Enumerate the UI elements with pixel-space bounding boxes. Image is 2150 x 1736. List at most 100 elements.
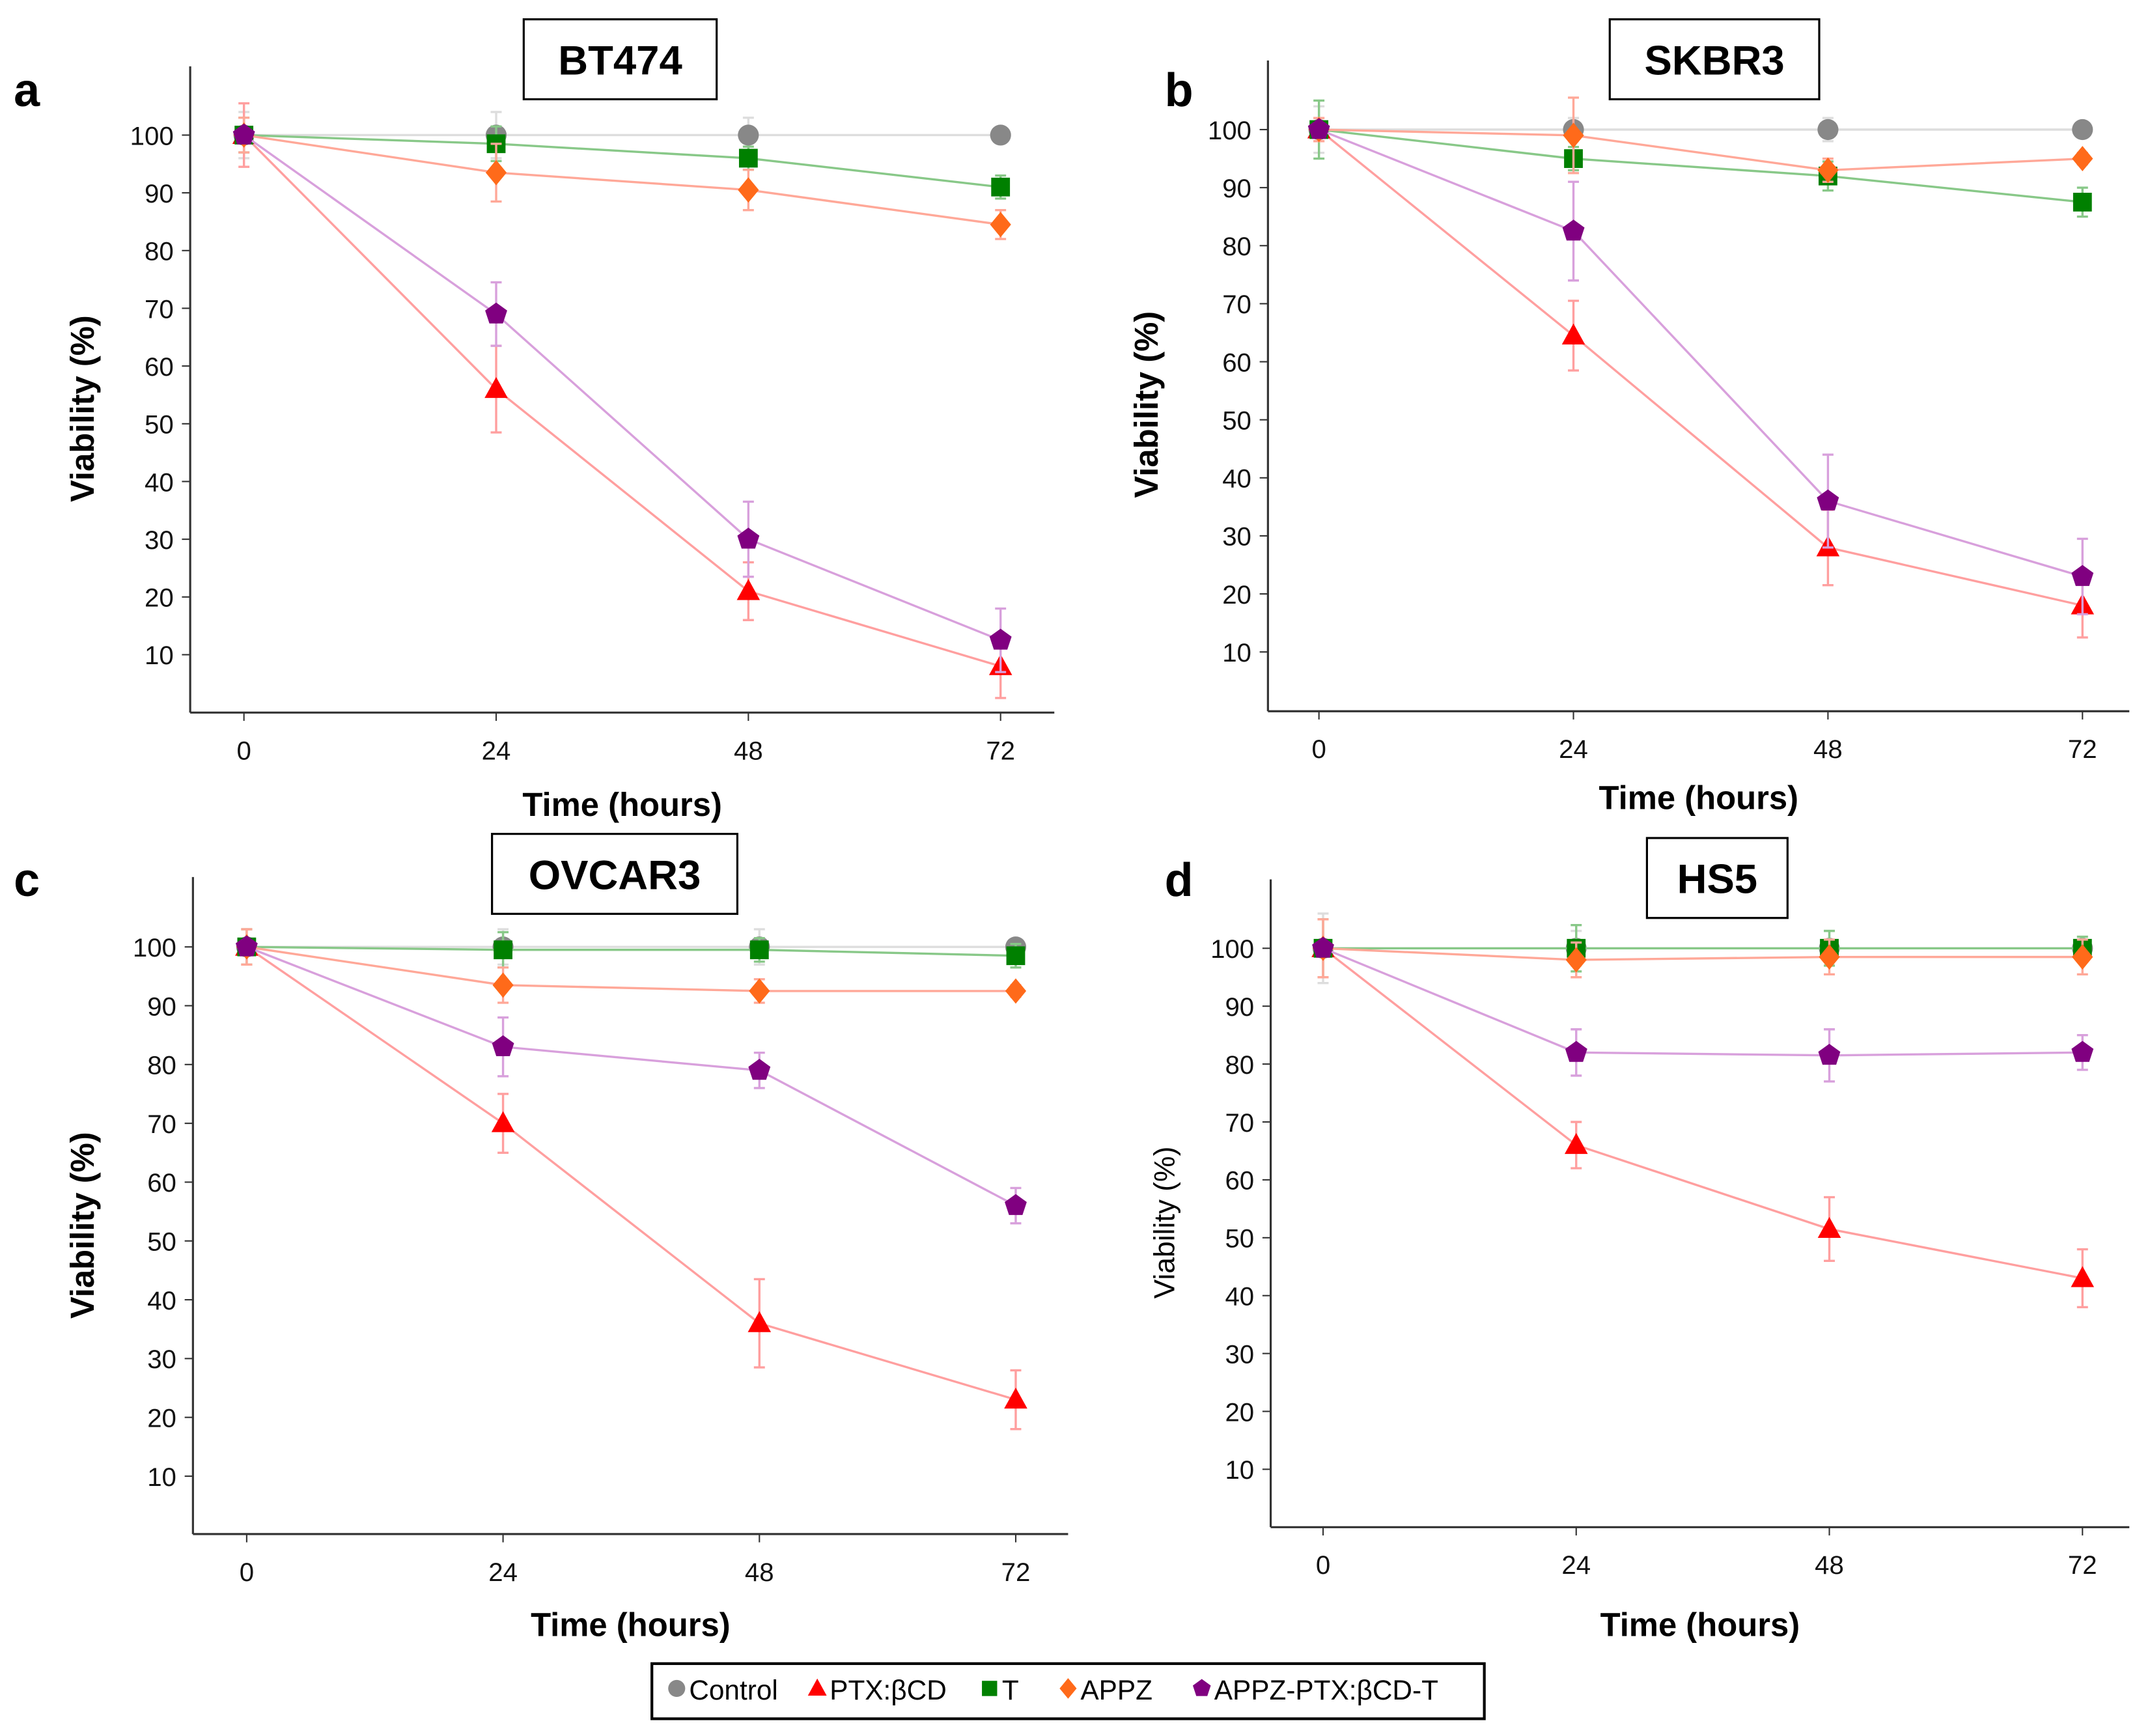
data-point [738, 124, 759, 146]
y-tick-label: 70 [147, 1110, 176, 1139]
series-line [246, 945, 1016, 992]
y-axis-label: Viability (%) [1149, 1147, 1180, 1299]
x-tick-label: 0 [236, 736, 251, 765]
series-pentagon [1312, 936, 2094, 1083]
x-tick-label: 48 [1815, 1550, 1844, 1580]
data-point [2072, 146, 2093, 172]
legend-label: Control [689, 1675, 777, 1705]
y-tick-label: 70 [1222, 290, 1251, 319]
series-line [246, 945, 1016, 957]
series-line [1319, 128, 2083, 578]
y-tick-label: 70 [145, 294, 174, 324]
data-point [235, 935, 258, 957]
title-box [1608, 18, 1821, 101]
data-point [737, 527, 760, 549]
data-point [1312, 936, 1334, 958]
series-triangle [1311, 918, 2095, 1309]
data-point [1561, 323, 1585, 344]
data-point [990, 212, 1011, 238]
legend-marker-pentagon [1192, 1679, 1211, 1696]
data-point [749, 940, 769, 960]
data-point [1005, 978, 1027, 1004]
x-tick-label: 0 [1316, 1550, 1330, 1580]
x-tick-label: 0 [1311, 735, 1326, 764]
y-tick-label: 50 [1225, 1224, 1254, 1253]
series-line [1319, 128, 2083, 172]
series-triangle [232, 102, 1012, 699]
y-tick-label: 80 [145, 237, 174, 266]
chart-title: HS5 [1677, 857, 1758, 903]
y-tick-label: 10 [147, 1463, 176, 1492]
y-tick-label: 60 [1225, 1166, 1254, 1196]
y-tick-label: 40 [1225, 1282, 1254, 1311]
data-point [1819, 944, 1840, 970]
y-tick-label: 30 [147, 1345, 176, 1374]
x-tick-label: 24 [1559, 735, 1588, 764]
legend-label: T [1002, 1675, 1019, 1705]
y-tick-label: 10 [1222, 638, 1251, 667]
y-tick-label: 80 [1222, 232, 1251, 261]
panel-label: a [14, 64, 40, 117]
y-tick-label: 20 [147, 1403, 176, 1433]
data-point [1817, 1216, 1841, 1239]
panel-label: b [1165, 64, 1194, 117]
y-tick-label: 50 [147, 1227, 176, 1257]
data-point [738, 177, 759, 203]
x-tick-label: 48 [1813, 735, 1843, 764]
x-tick-label: 72 [2068, 1550, 2097, 1580]
x-tick-label: 24 [488, 1558, 518, 1587]
legend-item: Control [668, 1675, 778, 1705]
data-point [484, 376, 508, 399]
y-axis-label: Viability (%) [64, 315, 101, 502]
y-tick-label: 20 [1225, 1397, 1254, 1427]
y-tick-label: 50 [145, 410, 174, 440]
chart-title: SKBR3 [1645, 38, 1785, 83]
series-line [245, 945, 1016, 1401]
data-point [2072, 119, 2093, 141]
series-triangle [1307, 117, 2095, 639]
x-tick-label: 48 [745, 1558, 774, 1587]
title-box [491, 833, 739, 915]
chart-title: OVCAR3 [529, 852, 701, 898]
data-point [1005, 1194, 1027, 1215]
x-axis-label: Time (hours) [1599, 779, 1798, 817]
series-circle [236, 928, 1027, 966]
x-axis-label: Time (hours) [522, 786, 722, 823]
data-point [485, 160, 507, 186]
legend-item: PTX:βCD [807, 1675, 947, 1705]
data-point [991, 177, 1011, 197]
series-diamond [236, 928, 1027, 1004]
x-tick-label: 48 [734, 736, 763, 765]
data-point [990, 124, 1011, 146]
panel-a: a BT474 10 20 30 40 50 60 70 80 90 100 0 24 48 72 Time (… [14, 18, 1055, 823]
legend: Control PTX:βCD T APPZ APPZ-PTX:βCD-T [650, 1662, 1486, 1720]
y-tick-label: 90 [147, 992, 176, 1021]
legend-label: APPZ [1080, 1675, 1152, 1705]
data-point [1565, 947, 1587, 973]
series-pentagon [232, 123, 1012, 673]
y-tick-label: 60 [1222, 348, 1251, 377]
x-tick-label: 24 [1561, 1550, 1591, 1580]
y-tick-label: 100 [1210, 934, 1254, 964]
y-tick-label: 100 [133, 933, 176, 962]
y-tick-label: 90 [1225, 992, 1254, 1022]
data-point [1818, 1043, 1841, 1065]
series-line [244, 133, 1001, 188]
series-square [237, 928, 1026, 969]
y-tick-label: 10 [145, 641, 174, 670]
x-tick-label: 72 [1001, 1558, 1031, 1587]
y-tick-label: 30 [145, 525, 174, 555]
data-point [2071, 565, 2094, 586]
data-point [492, 972, 514, 998]
y-tick-label: 30 [1222, 522, 1251, 552]
chart-title: BT474 [558, 38, 682, 83]
legend-label: APPZ-PTX:βCD-T [1214, 1675, 1438, 1705]
series-line [243, 134, 1001, 667]
legend-marker-square [982, 1681, 998, 1696]
data-point [494, 940, 512, 960]
y-tick-label: 80 [1225, 1050, 1254, 1080]
y-axis-label: Viability (%) [1128, 311, 1165, 498]
x-tick-label: 72 [2068, 735, 2097, 764]
data-point [749, 978, 770, 1004]
